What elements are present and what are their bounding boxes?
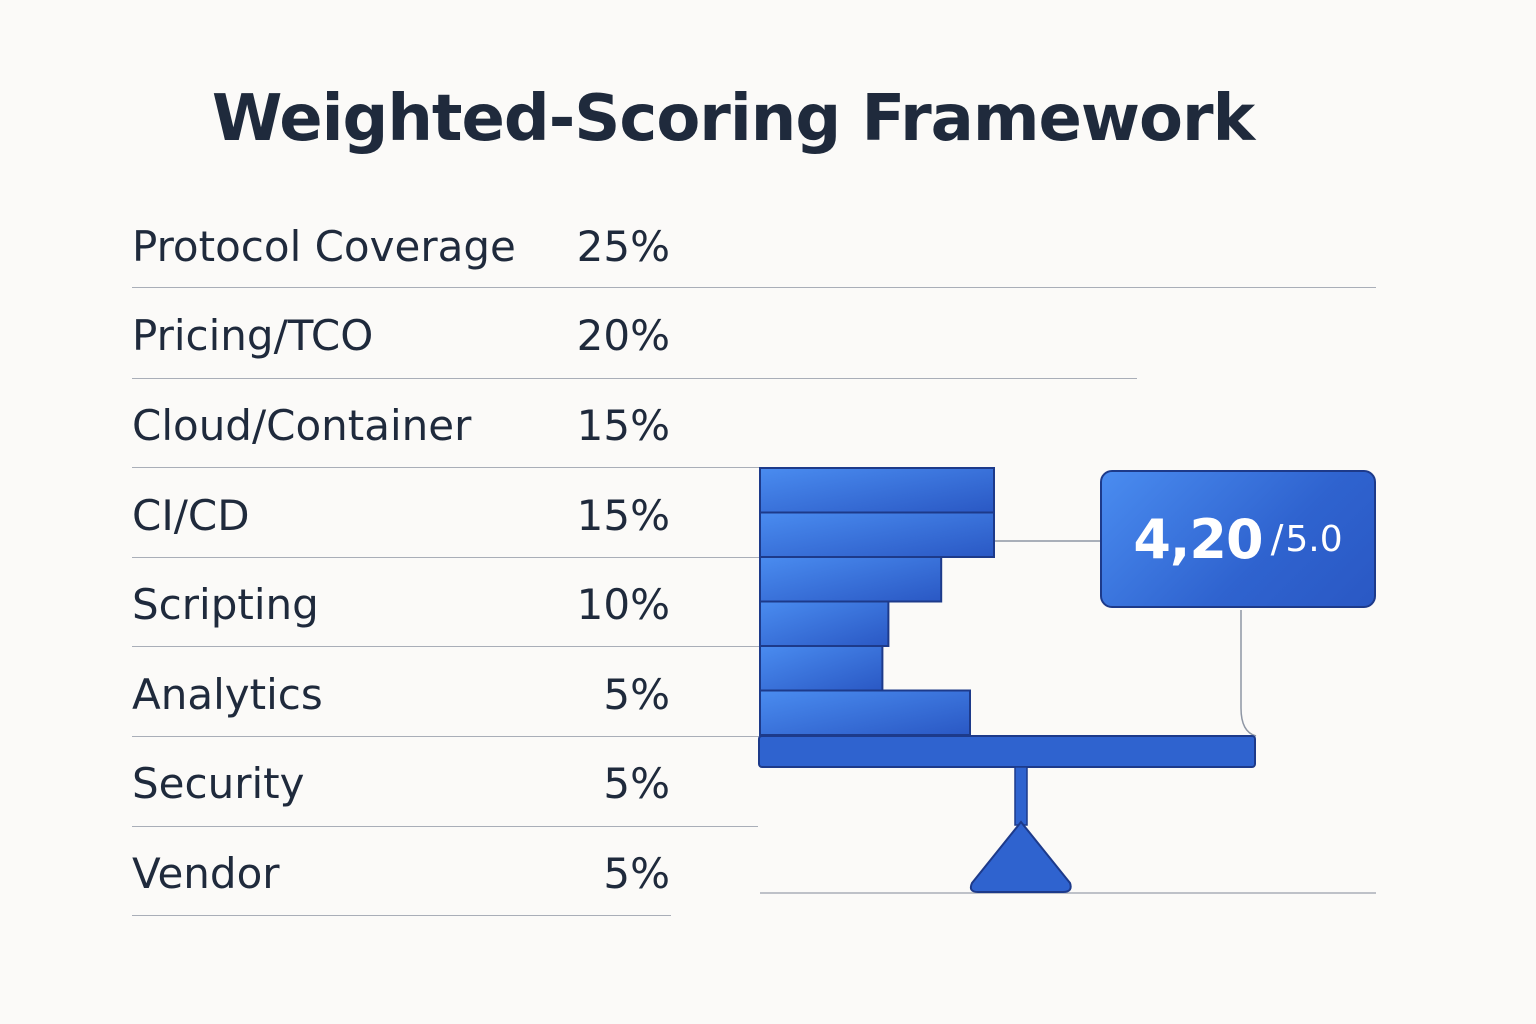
criterion-label-pricing-tco: Pricing/TCO <box>132 311 374 360</box>
criterion-weight-cloud-container: 15% <box>576 401 670 450</box>
weighted-score-badge: 4,20 / 5.0 <box>1100 470 1376 608</box>
row-divider <box>132 736 759 737</box>
weight-block <box>759 467 995 514</box>
weight-block <box>759 511 995 558</box>
row-divider <box>132 287 1376 288</box>
row-divider <box>132 557 759 558</box>
weight-block <box>759 645 884 692</box>
weight-stack <box>759 467 995 736</box>
criterion-weight-ci-cd: 15% <box>576 491 670 540</box>
score-value: 4,20 <box>1133 507 1263 571</box>
criterion-label-security: Security <box>132 759 305 808</box>
criterion-label-scripting: Scripting <box>132 580 319 629</box>
scale-post <box>1014 766 1028 826</box>
row-divider <box>132 646 759 647</box>
criterion-weight-vendor: 5% <box>603 849 670 898</box>
criterion-label-cloud-container: Cloud/Container <box>132 401 472 450</box>
row-divider <box>132 378 1137 379</box>
row-divider <box>132 915 671 916</box>
page-title: Weighted-Scoring Framework <box>211 82 1255 156</box>
row-divider <box>132 467 759 468</box>
scale-beam <box>758 735 1256 768</box>
weight-block <box>759 600 890 647</box>
criterion-weight-analytics: 5% <box>603 670 670 719</box>
criterion-label-vendor: Vendor <box>132 849 280 898</box>
score-scale: 5.0 <box>1285 518 1343 560</box>
score-separator: / <box>1270 517 1284 561</box>
weight-block <box>759 689 971 736</box>
criterion-weight-protocol-coverage: 25% <box>576 222 670 271</box>
criterion-weight-security: 5% <box>603 759 670 808</box>
criterion-weight-pricing-tco: 20% <box>576 311 670 360</box>
row-divider <box>132 826 758 827</box>
criterion-label-protocol-coverage: Protocol Coverage <box>132 222 516 271</box>
criterion-label-analytics: Analytics <box>132 670 323 719</box>
criterion-label-ci-cd: CI/CD <box>132 491 250 540</box>
criterion-weight-scripting: 10% <box>576 580 670 629</box>
scale-fulcrum <box>969 820 1072 893</box>
weight-block <box>759 556 943 603</box>
score-hanger-line <box>1240 610 1257 737</box>
